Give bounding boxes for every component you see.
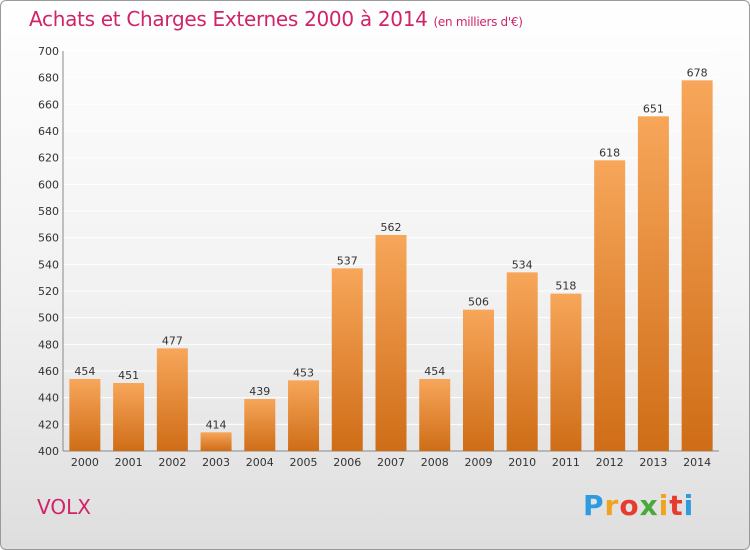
data-label-2003: 414	[206, 418, 227, 431]
chart-title-unit: (en milliers d'€)	[433, 15, 523, 29]
y-tick-label: 680	[38, 72, 59, 85]
y-tick-label: 660	[38, 98, 59, 111]
bar-2007	[375, 235, 407, 451]
x-tick-label: 2009	[464, 456, 492, 469]
bars	[69, 80, 713, 452]
bar-2002	[156, 348, 188, 451]
y-tick-labels: 400 420 440 460 480 500 520 540 560 580 600 620 640 6…	[38, 45, 59, 458]
x-tick-label: 2005	[290, 456, 318, 469]
y-tick-label: 500	[38, 312, 59, 325]
y-tick-label: 620	[38, 152, 59, 165]
bar-2010	[506, 272, 538, 451]
bar-2012	[594, 160, 626, 452]
y-tick-label: 560	[38, 232, 59, 245]
x-tick-label: 2008	[421, 456, 449, 469]
y-tick-label: 520	[38, 285, 59, 298]
x-tick-label: 2001	[115, 456, 143, 469]
bar-2008	[419, 379, 451, 451]
data-label-2014: 678	[687, 66, 708, 79]
data-label-2001: 451	[118, 369, 139, 382]
bar-2001	[113, 383, 145, 451]
logo-letter: P	[583, 489, 605, 522]
x-tick-label: 2012	[596, 456, 624, 469]
y-tick-label: 420	[38, 418, 59, 431]
data-label-2012: 618	[599, 146, 620, 159]
data-label-2006: 537	[337, 254, 358, 267]
bar-2006	[331, 268, 363, 451]
proxiti-logo: Proxiti	[583, 489, 694, 522]
bar-2014	[681, 80, 713, 451]
x-tick-label: 2000	[71, 456, 99, 469]
logo-letter: i	[658, 489, 670, 522]
data-label-2010: 534	[512, 258, 533, 271]
logo-letter: x	[639, 489, 659, 522]
x-tick-label: 2006	[333, 456, 361, 469]
data-label-2005: 453	[293, 366, 314, 379]
x-tick-label: 2010	[508, 456, 536, 469]
logo-letter: t	[669, 489, 684, 522]
logo-letter: o	[619, 489, 640, 522]
y-tick-label: 440	[38, 392, 59, 405]
y-tick-label: 480	[38, 338, 59, 351]
data-label-2007: 562	[381, 221, 402, 234]
chart-title: Achats et Charges Externes 2000 à 2014 (e…	[29, 7, 523, 31]
data-label-2002: 477	[162, 334, 183, 347]
data-label-2004: 439	[249, 385, 270, 398]
data-label-2011: 518	[555, 280, 576, 293]
y-tick-label: 400	[38, 445, 59, 458]
y-tick-label: 700	[38, 45, 59, 58]
bar-2013	[637, 116, 669, 451]
y-tick-label: 640	[38, 125, 59, 138]
bar-2003	[200, 432, 232, 451]
bar-2000	[69, 379, 101, 451]
data-label-2008: 454	[424, 365, 445, 378]
bar-2009	[462, 309, 494, 451]
data-labels: 454 451 477 414 439 453 537 562 454 506 534 518 618 6…	[74, 66, 707, 431]
logo-letter: r	[604, 489, 620, 522]
logo-letter: i	[683, 489, 695, 522]
data-label-2000: 454	[74, 365, 95, 378]
bar-2004	[244, 399, 276, 451]
bar-2011	[550, 293, 582, 451]
data-label-2009: 506	[468, 296, 489, 309]
y-tick-label: 460	[38, 365, 59, 378]
bar-2005	[288, 380, 320, 451]
x-tick-label: 2004	[246, 456, 274, 469]
x-tick-label: 2002	[158, 456, 186, 469]
x-tick-label: 2013	[639, 456, 667, 469]
y-tick-label: 600	[38, 178, 59, 191]
x-tick-label: 2014	[683, 456, 711, 469]
x-tick-label: 2007	[377, 456, 405, 469]
y-tick-label: 540	[38, 258, 59, 271]
commune-name: VOLX	[37, 495, 91, 519]
y-tick-label: 580	[38, 205, 59, 218]
x-tick-label: 2003	[202, 456, 230, 469]
chart-title-text: Achats et Charges Externes 2000 à 2014	[29, 7, 428, 31]
x-tick-labels: 2000 2001 2002 2003 2004 2005 2006 2007 2008 2009…	[71, 456, 711, 469]
data-label-2013: 651	[643, 102, 664, 115]
x-tick-label: 2011	[552, 456, 580, 469]
